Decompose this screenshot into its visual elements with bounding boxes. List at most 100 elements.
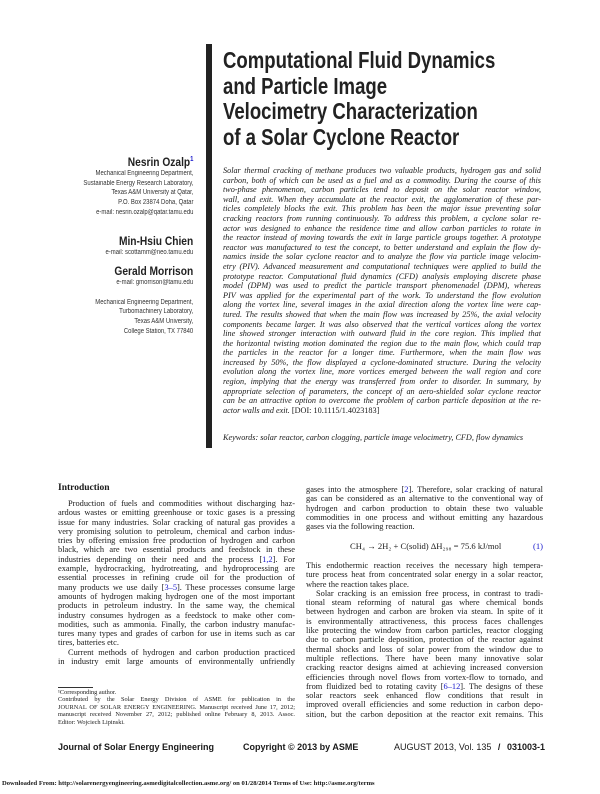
text-line: Current methods of hydrogen and carbon p… [68,647,295,657]
abstract-line: wall, and exit. When they accumulate at … [223,194,541,204]
affiliation-line: P.O. Box 23874 Doha, Qatar [117,199,193,207]
author-morrison: Gerald Morrison e-mail: gmorrison@tamu.e… [78,264,193,337]
title-line: Computational Fluid Dynamics [223,47,496,73]
text-line: Solar cracking is an emission free proce… [316,588,543,598]
text-line: commodities in one process and without e… [306,512,543,522]
affiliation-line: Sustainable Energy Research Laboratory, [82,179,193,187]
text-line: is environmentally attractiveness, this … [306,616,543,626]
footer-separator: / [497,742,501,752]
title-line: Velocimetry Characterization [223,98,478,124]
affiliation-line: Mechanical Engineering Department, [95,170,193,177]
citation-link[interactable]: 1,2 [262,554,273,564]
text-line: tries by offering emission free producti… [58,536,295,546]
footnotes: ¹Corresponding author. Contributed by the… [58,689,295,726]
author-chien: Min-Hsiu Chien e-mail: scottamm@neo.tamu… [90,234,193,258]
right-column-text-2: This endothermic reaction receives the n… [306,561,543,719]
text-line: sition, but the carbon deposition at the… [306,709,543,719]
text-line: thermal shocks and loss of solar power f… [306,644,543,654]
text-line: Editor: Wojciech Lipinski. [58,718,125,726]
footnote-divider [58,687,93,688]
abstract-line: the horizontal twisting motion dominated… [223,338,541,348]
abstract-line: line showed stronger interaction with ou… [223,329,541,339]
affiliation-line: Texas A&M University, [134,318,193,326]
footnote-marker[interactable]: 1 [189,156,193,163]
doi[interactable]: [DOI: 10.1115/1.4023183] [289,405,380,415]
text-line: improved overall efficiencies and some r… [306,700,543,710]
text-line: Production of fuels and commodities with… [68,499,295,508]
text-line: hydrogen and carbon production to obtain… [306,503,543,513]
abstract-line: appropriate selection of parameters, the… [223,386,541,396]
abstract: Solar thermal cracking of methane produc… [223,166,541,415]
text-line: efficiencies through novel flows from vo… [306,672,543,682]
abstract-line: Solar thermal cracking of methane produc… [223,166,541,175]
author-email[interactable]: e-mail: scottamm@neo.tamu.edu [105,249,193,256]
abstract-line: etry (PIV). Advanced measurement and com… [223,261,541,271]
abstract-line: can be an attractive option to overcome … [223,396,541,406]
text-line: black, which are two essential products … [58,545,295,555]
text-line: from fluidized bed to rotating cavity [6… [306,681,543,691]
author-name: Min-Hsiu Chien [118,234,193,248]
text-line: example, hydrocracking, hydrotreating, a… [58,564,295,574]
affiliation-line: College Station, TX 77840 [123,327,193,335]
title-line: and Particle Image [223,72,388,99]
text-line: ture process heat from concentrated sola… [306,570,543,580]
text-line: manuscript received November 27, 2012; p… [58,711,295,719]
text-line: many products we use daily [3–5]. These … [58,582,295,592]
text-line: ¹Corresponding author. [58,689,117,696]
text-line: JOURNAL OF SOLAR ENERGY ENGINEERING. Man… [58,703,295,711]
footer-journal: Journal of Solar Energy Engineering [58,742,215,752]
text-line: where the reaction takes place. [306,579,410,589]
affiliation-line: Mechanical Engineering Department, [95,298,193,306]
title-line: of a Solar Cyclone Reactor [223,123,460,150]
equation-text: CH₄ → 2H₂ + C(solid) ΔH₂₉₈ = 75.6 kJ/mol [350,541,502,551]
text-line: modities, such as ammonia. Finally, the … [58,619,295,629]
abstract-line: two-phase phenomenon, carbon particles t… [223,185,541,195]
text-line: industry consumes hydrogen as a feedstoc… [58,610,295,620]
text-line: ardous wastes or emitting greenhouse or … [58,508,295,518]
author-name: Gerald Morrison [114,264,193,278]
footer-page: 031003-1 [506,742,545,752]
abstract-line: tured. The results showed that when the … [223,309,541,319]
text-line: very promising solution to petroleum, ch… [58,526,295,536]
equation-number[interactable]: (1) [532,541,543,551]
abstract-line: cracking reactors from running continuou… [223,213,541,223]
abstract-line: components became larger. It was also ob… [223,319,541,329]
text-line: issue for many industries. Solar crackin… [58,517,295,527]
citation-link[interactable]: 3–5 [164,582,177,592]
text-line: multiple reflections. There have been ma… [306,653,543,663]
text-line: tional steam reforming of natural gas wh… [306,598,543,608]
title-side-bar [206,44,212,448]
section-heading-introduction: Introduction [58,483,110,493]
right-column-text-1: gases into the atmosphere [2]. Therefore… [306,485,543,531]
abstract-line: the reactor instead of moving towards th… [223,233,541,243]
keywords: Keywords: solar reactor, carbon clogging… [223,433,524,442]
author-name: Nesrin Ozalp [127,155,190,169]
citation-link[interactable]: 6–12 [443,681,461,691]
author-email[interactable]: e-mail: gmorrison@tamu.edu [116,279,193,286]
text-line: tires, batteries etc. [58,638,119,648]
paper-title: Computational Fluid Dynamics and Particl… [223,47,539,150]
text-line: products in petroleum industry. In the s… [58,601,295,611]
text-line: amounts of hydrogen making hydrogen one … [58,591,295,601]
left-column-text: Production of fuels and commodities with… [58,499,295,666]
text-line: like protecting the window from carbon p… [306,626,543,636]
text-line: between hydrogen and carbon are broken v… [306,607,543,617]
abstract-line: model (DPM) was used to predict the part… [223,281,541,291]
text-line: Contributed by the Solar Energy Division… [58,696,295,704]
citation-link[interactable]: 2 [404,485,409,494]
author-email[interactable]: e-mail: nesrin.ozalp@qatar.tamu.edu [95,208,193,216]
abstract-line: region, implying that the energy was tra… [223,377,541,387]
text-line: solar reactors seek enhanced flow condit… [306,691,543,701]
abstract-line: namics inside the solar cyclone reactor … [223,252,541,262]
abstract-line: prototype reactor. Computational fluid d… [223,271,541,281]
text-line: industries depending on their need and t… [58,554,295,564]
text-line: gases into the atmosphere [2]. Therefore… [306,485,543,494]
abstract-line: PIV was applied for the experimental par… [223,290,541,300]
author-ozalp: Nesrin Ozalp1 Mechanical Engineering Dep… [64,155,193,218]
text-line: gases via the following reaction. [306,522,415,532]
download-notice[interactable]: Downloaded From: http://solarenergyengin… [2,780,375,787]
footer-issue-date: AUGUST 2013, Vol. 135 [394,742,492,752]
abstract-line: actor walls and exit. [DOI: 10.1115/1.40… [223,405,380,415]
abstract-line: the particles in the reactor for a longe… [223,348,541,358]
abstract-line: increased by 50%, the flow displayed a c… [223,357,541,367]
